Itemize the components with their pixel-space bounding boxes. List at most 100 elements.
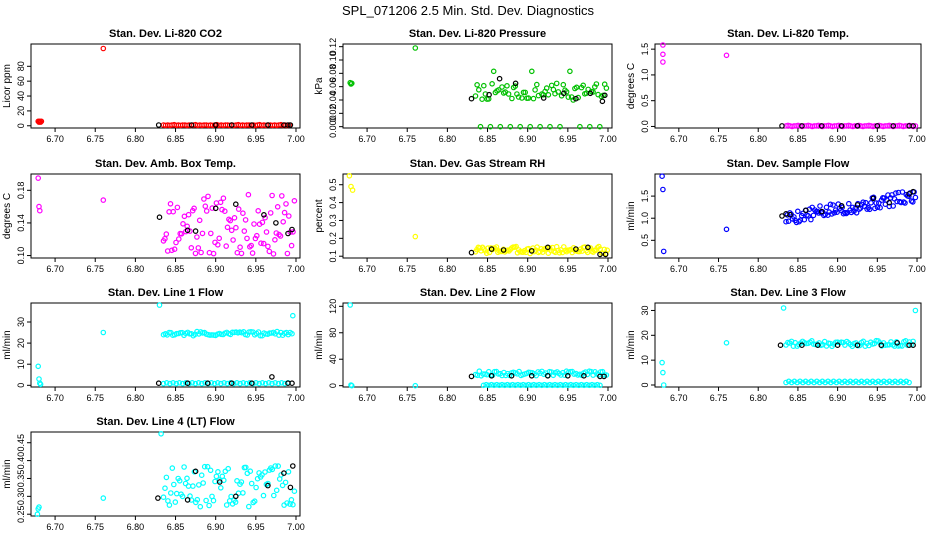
- data-point-black: [838, 203, 845, 209]
- y-tick-label: 0.18: [16, 182, 26, 200]
- data-point-main: [196, 217, 203, 224]
- data-point-black: [601, 373, 607, 380]
- x-tick-label: 6.85: [789, 264, 807, 274]
- x-tick-label: 6.90: [519, 393, 537, 403]
- data-point-main: [194, 234, 200, 240]
- data-point-main: [273, 487, 280, 494]
- data-point-black: [488, 246, 495, 252]
- points-boxtemp: [35, 175, 298, 257]
- y-tick-label: 1.5: [640, 190, 650, 203]
- data-point-early: [660, 51, 666, 58]
- data-point-main: [167, 201, 174, 207]
- data-point-band_low: [501, 382, 508, 389]
- data-point-early: [912, 307, 919, 314]
- data-point-main: [166, 502, 173, 508]
- data-point-main: [215, 242, 221, 248]
- data-point-main: [210, 250, 217, 257]
- data-point-main: [169, 465, 176, 471]
- x-tick-label: 6.95: [247, 393, 265, 403]
- data-point-black: [910, 123, 916, 129]
- data-point-early: [660, 186, 666, 193]
- y-tick-label: 0.1: [328, 250, 338, 263]
- data-point-main: [247, 244, 253, 250]
- data-point-band_low: [552, 381, 558, 388]
- data-point-early: [780, 305, 787, 311]
- data-point-main: [192, 250, 199, 257]
- data-point-early: [660, 369, 666, 376]
- data-point-black: [212, 122, 219, 128]
- data-point-band_low: [827, 379, 834, 386]
- data-point-main: [269, 466, 276, 473]
- data-point-main: [202, 203, 209, 210]
- data-point-band_low: [813, 378, 820, 385]
- data-point-band_high: [289, 330, 295, 337]
- data-point-main: [188, 245, 195, 251]
- data-point-main: [160, 494, 167, 501]
- data-point-black: [155, 495, 161, 501]
- data-point-black: [779, 123, 785, 129]
- data-point-main: [868, 200, 874, 206]
- data-point-main: [190, 483, 196, 489]
- data-point-band_low: [240, 379, 247, 386]
- data-point-main: [243, 464, 249, 471]
- data-point-main: [191, 205, 197, 212]
- y-tick-label: 0.5: [328, 178, 338, 191]
- data-point-band_low: [549, 382, 556, 389]
- data-point-black: [488, 372, 495, 379]
- data-point-main: [515, 94, 522, 100]
- y-tick-label: 0.25: [16, 505, 26, 523]
- data-point-main: [260, 492, 267, 499]
- panel-title: Stan. Dev. Li-820 CO2: [109, 28, 222, 40]
- data-point-band_low: [243, 380, 250, 387]
- y-tick-label: 1.5: [640, 43, 650, 56]
- y-tick-label: 20: [16, 338, 26, 348]
- points-line2: [347, 302, 610, 389]
- data-point-main: [553, 80, 560, 87]
- y-tick-label: 0: [16, 383, 26, 388]
- data-point-band_low: [822, 379, 829, 386]
- data-point-black: [597, 251, 603, 258]
- data-point-main: [215, 468, 221, 475]
- data-point-main: [272, 237, 278, 243]
- data-point-band_low: [897, 378, 904, 385]
- data-point-main: [172, 499, 179, 505]
- data-point-main: [823, 204, 830, 211]
- data-point-band_low: [589, 381, 595, 388]
- data-point-early: [346, 173, 353, 179]
- data-point-main: [255, 208, 262, 214]
- data-point-early: [659, 173, 665, 180]
- data-point-band_low: [262, 380, 269, 387]
- data-point-early: [659, 359, 665, 366]
- data-point-black: [233, 201, 239, 208]
- data-point-band_low: [541, 381, 548, 388]
- x-tick-label: 6.75: [398, 393, 416, 403]
- x-tick-label: 6.95: [247, 134, 265, 144]
- data-point-main: [543, 85, 550, 91]
- data-point-main: [557, 123, 563, 130]
- data-point-band_low: [528, 382, 535, 389]
- data-point-band_low: [799, 379, 806, 386]
- data-point-main: [483, 250, 490, 257]
- data-point-black: [261, 212, 267, 218]
- data-point-black: [573, 246, 579, 252]
- data-point-main: [272, 463, 279, 469]
- data-point-band_low: [202, 379, 208, 386]
- data-point-main: [237, 244, 243, 251]
- points-pressure: [347, 45, 610, 130]
- data-point-black: [544, 372, 551, 379]
- data-point-band_low: [176, 379, 183, 386]
- plot-frame: [654, 173, 922, 259]
- data-point-band_low: [581, 382, 587, 389]
- data-point-band_low: [515, 381, 521, 388]
- data-point-band_low: [881, 378, 887, 385]
- data-point-black: [799, 342, 805, 349]
- y-axis-label: kPa: [314, 77, 325, 95]
- points-co2: [35, 45, 294, 129]
- x-tick-label: 7.00: [287, 522, 305, 532]
- data-point-black: [289, 463, 296, 469]
- data-point-black: [285, 122, 291, 128]
- data-point-main: [168, 490, 174, 496]
- data-point-main: [262, 469, 268, 475]
- plot-frame: [342, 43, 613, 129]
